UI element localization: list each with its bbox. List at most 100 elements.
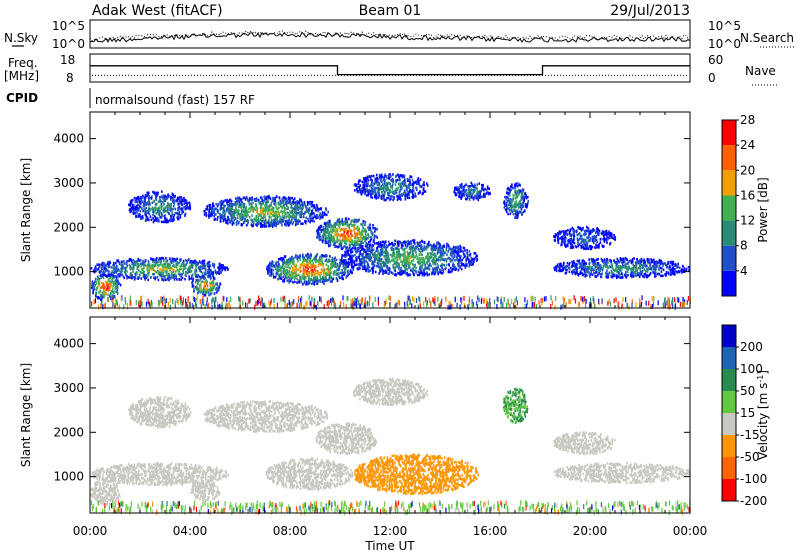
range-cell — [95, 278, 97, 281]
range-cell — [376, 247, 378, 250]
range-cell — [448, 270, 450, 273]
range-cell — [135, 215, 137, 218]
range-cell — [475, 252, 477, 255]
range-cell — [249, 216, 251, 219]
range-cell — [308, 272, 310, 275]
noise-sky-trace — [90, 33, 690, 43]
range-cell — [358, 263, 360, 266]
range-cell — [111, 266, 113, 269]
range-cell — [141, 277, 143, 280]
range-cell — [292, 276, 294, 279]
range-cell — [158, 271, 160, 274]
range-cell — [388, 253, 390, 256]
range-cell — [289, 271, 291, 274]
range-cell — [147, 217, 149, 220]
range-cell — [261, 196, 263, 199]
range-cell — [167, 211, 169, 214]
range-cell — [372, 272, 374, 275]
range-cell — [319, 214, 321, 217]
range-cell — [211, 292, 213, 295]
range-cell — [346, 220, 348, 223]
range-cell — [381, 251, 383, 254]
range-cell — [307, 275, 309, 278]
range-cell — [194, 269, 196, 272]
range-cell — [300, 270, 302, 273]
range-cell — [346, 243, 348, 246]
range-cell — [163, 211, 165, 214]
range-cell — [373, 256, 375, 259]
cpid-panel: CPID normalsound (fast) 157 RF — [6, 88, 255, 108]
range-cell — [207, 272, 209, 275]
range-cell — [253, 207, 255, 210]
range-cell — [116, 284, 118, 287]
range-cell — [288, 220, 290, 223]
range-cell — [368, 241, 370, 244]
range-cell — [370, 236, 372, 239]
range-cell — [285, 213, 287, 216]
range-cell — [256, 211, 258, 214]
range-cell — [243, 203, 245, 206]
nave-tick-bottom: 0 — [708, 71, 716, 85]
range-cell — [122, 264, 124, 267]
range-cell — [355, 220, 357, 223]
range-cell — [320, 228, 322, 231]
noise-panel: N.Sky 10^5 10^0 10^5 10^0 N.Search — [4, 19, 795, 51]
range-cell — [310, 269, 312, 272]
range-cell — [288, 216, 290, 219]
range-cell — [378, 253, 380, 256]
range-cell — [112, 287, 114, 290]
range-cell — [376, 174, 378, 177]
range-cell — [95, 295, 97, 298]
range-cell — [373, 253, 375, 256]
range-cell — [333, 240, 335, 243]
range-cell — [383, 241, 385, 244]
range-cell — [171, 262, 173, 265]
range-cell — [323, 229, 325, 232]
range-cell — [330, 277, 332, 280]
range-cell — [288, 213, 290, 216]
range-cell — [355, 233, 357, 236]
range-cell — [245, 208, 247, 211]
range-cell — [354, 240, 356, 243]
range-cell — [197, 282, 199, 285]
range-cell — [419, 262, 421, 265]
range-cell — [161, 278, 163, 281]
range-cell — [297, 268, 299, 271]
range-cell — [171, 268, 173, 271]
range-cell — [129, 276, 131, 279]
range-cell — [156, 207, 158, 210]
range-cell — [212, 289, 214, 292]
range-cell — [192, 264, 194, 267]
range-cell — [440, 259, 442, 262]
range-cell — [157, 267, 159, 270]
range-cell — [296, 278, 298, 281]
range-cell — [421, 248, 423, 251]
range-cell — [215, 269, 217, 272]
range-cell — [220, 219, 222, 222]
range-cell — [391, 259, 393, 262]
range-cell — [351, 265, 353, 268]
range-cell — [399, 272, 401, 275]
range-cell — [399, 255, 401, 257]
range-cell — [438, 259, 440, 262]
range-cell — [195, 264, 197, 267]
range-cell — [115, 287, 117, 290]
range-cell — [446, 246, 448, 249]
range-cell — [326, 280, 328, 283]
range-cell — [144, 197, 146, 200]
range-cell — [282, 207, 284, 210]
range-cell — [363, 242, 365, 245]
range-cell — [438, 243, 440, 246]
range-cell — [328, 237, 330, 240]
range-cell — [434, 262, 436, 265]
range-cell — [307, 260, 309, 263]
range-cell — [347, 270, 349, 273]
range-cell — [382, 262, 384, 265]
range-cell — [331, 266, 333, 269]
range-cell — [169, 213, 171, 216]
range-cell — [364, 265, 366, 268]
range-cell — [177, 198, 179, 201]
range-cell — [250, 219, 252, 222]
range-cell — [349, 238, 351, 241]
range-cell — [252, 202, 254, 205]
